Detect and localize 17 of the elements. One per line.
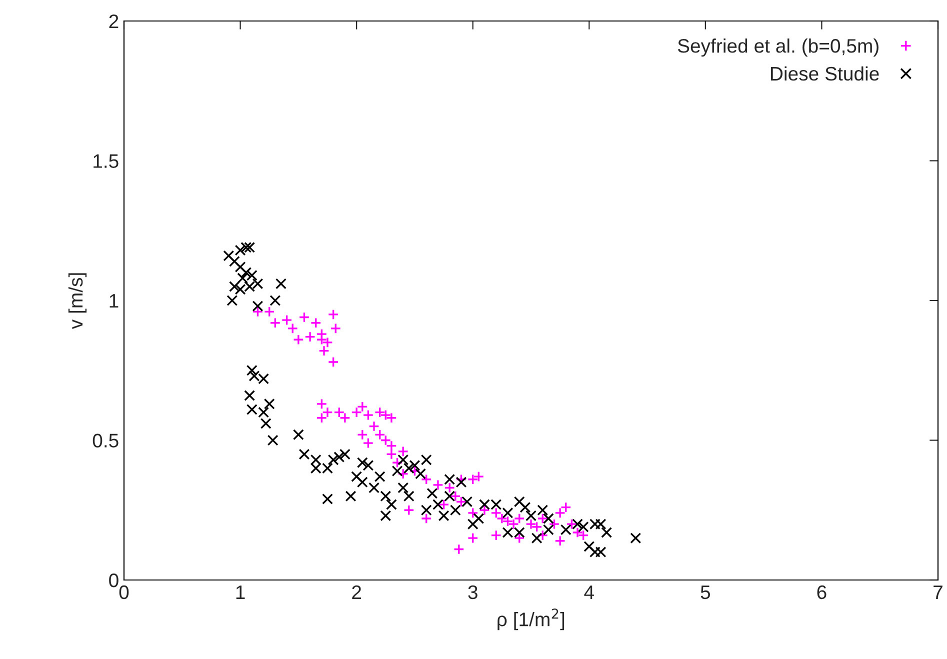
y-axis-title: v [m/s] xyxy=(68,273,87,330)
legend-label: Seyfried et al. (b=0,5m) xyxy=(678,38,878,57)
x-tick-label: 4 xyxy=(584,586,594,599)
x-tick-label: 2 xyxy=(352,585,362,599)
x-tick-label: 0 xyxy=(119,585,129,600)
y-tick-label: 0.5 xyxy=(92,434,118,448)
x-tick-label: 3 xyxy=(468,585,478,600)
x-tick-label: 7 xyxy=(934,586,942,599)
y-tick-label: 1 xyxy=(110,294,118,308)
x-tick-label: 1 xyxy=(236,586,245,599)
y-tick-label: 0 xyxy=(109,573,118,588)
x-tick-label: 5 xyxy=(700,586,710,600)
legend-label: Diese Studie xyxy=(771,66,879,81)
y-tick-label: 2 xyxy=(109,14,118,28)
x-axis-title: ρ [1/m$^{2}$] xyxy=(498,608,564,630)
x-tick-label: 6 xyxy=(817,585,826,600)
y-tick-label: 1.5 xyxy=(94,154,118,168)
